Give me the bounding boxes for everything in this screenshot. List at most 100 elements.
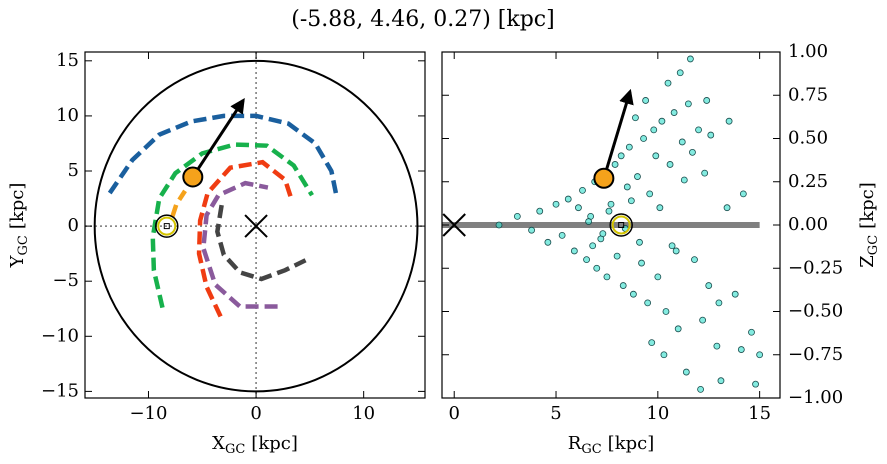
star-marker: [593, 167, 615, 189]
star-point: [640, 135, 647, 142]
star-point: [619, 282, 627, 289]
star-point: [725, 117, 733, 125]
star-point: [682, 368, 690, 376]
star-point: [495, 221, 503, 229]
spiral-arm: [215, 204, 307, 282]
x-tick-label: 10: [352, 403, 375, 424]
sun-marker: [609, 213, 633, 237]
star-point: [623, 183, 631, 191]
star-point: [748, 328, 755, 336]
y-tick-label: −10: [41, 325, 79, 346]
star-point: [650, 126, 658, 134]
star-point: [678, 138, 686, 146]
star-point: [605, 207, 613, 215]
star-point: [680, 176, 688, 184]
star-point: [756, 351, 764, 359]
y2-tick-label: 0.00: [788, 214, 828, 235]
star-point: [703, 97, 711, 104]
star-point: [564, 195, 572, 203]
star-point: [632, 114, 639, 122]
star-point: [739, 190, 747, 198]
star-point: [699, 316, 707, 324]
y2-tick-label: 0.75: [788, 84, 828, 105]
star-point: [552, 200, 560, 208]
star-point: [705, 282, 713, 289]
y2-tick-label: −0.50: [788, 301, 843, 322]
star-point: [644, 299, 652, 307]
star-point: [731, 290, 739, 298]
plot-area: [442, 55, 764, 393]
y2-tick-label: −0.75: [788, 344, 843, 365]
star-point: [583, 256, 590, 264]
x-axis-label-unit: [kpc]: [251, 433, 298, 454]
star-point: [715, 299, 723, 307]
star-point: [666, 161, 674, 168]
y-tick-label: 10: [56, 105, 79, 126]
y2-tick-label: 0.50: [788, 128, 828, 149]
star-point: [617, 152, 625, 160]
spiral-arm: [150, 142, 314, 309]
star-point: [607, 200, 615, 208]
star-point: [536, 207, 544, 215]
star-point: [611, 161, 619, 168]
y-axis-label-sub: GC: [16, 235, 31, 255]
star-point: [713, 342, 721, 350]
star-point: [579, 186, 586, 194]
galactic-center: [244, 214, 268, 238]
x-axis-label-unit: [kpc]: [608, 433, 655, 454]
x-tick-label: 10: [646, 403, 669, 424]
sun-marker: [155, 214, 179, 238]
star-point: [684, 100, 692, 108]
x-axis-label-main: R: [568, 433, 582, 454]
x-axis-label-main: X: [212, 433, 225, 454]
velocity-arrow: [191, 97, 245, 178]
spiral-arm: [170, 189, 187, 218]
sun-ring: [157, 216, 177, 236]
y2-axis-label: ZGC [kpc]: [857, 182, 881, 267]
x-tick-label: 15: [748, 403, 771, 424]
y-axis-label-unit: [kpc]: [7, 183, 28, 230]
star-point: [613, 252, 621, 260]
star-point: [695, 126, 702, 134]
axes-frame: [84, 51, 426, 399]
star-point: [701, 169, 709, 177]
star-point: [664, 79, 672, 87]
star-point: [636, 238, 643, 246]
y2-tick-label: −0.25: [788, 257, 843, 278]
star-point: [575, 204, 582, 212]
y-axis-label-main: Y: [7, 254, 28, 268]
sun-dot: [163, 223, 170, 230]
star-point: [558, 231, 566, 239]
star-point: [689, 148, 696, 156]
sun-ring: [611, 215, 631, 235]
y2-axis-label-sub: GC: [866, 235, 881, 255]
y-tick-label: 5: [68, 160, 79, 181]
galactic-center: [442, 213, 466, 237]
y-tick-label: 15: [56, 50, 79, 71]
star-point: [585, 218, 593, 225]
star-point: [674, 325, 682, 333]
y2-tick-label: 0.25: [788, 171, 828, 192]
velocity-arrow: [602, 88, 634, 179]
star-point: [662, 308, 670, 315]
star-point: [717, 377, 725, 385]
plot-area: [85, 52, 425, 398]
star-point: [670, 109, 678, 116]
star-point: [513, 212, 521, 220]
spiral-arm: [196, 159, 294, 318]
star-point: [707, 131, 715, 139]
spiral-arm: [201, 180, 278, 309]
x-axis-label: XGC [kpc]: [212, 433, 298, 457]
y2-axis-label-main: Z: [857, 255, 878, 268]
y-tick-label: −15: [41, 380, 79, 401]
star-point: [652, 152, 660, 160]
star-point: [589, 242, 597, 250]
y2-tick-label: −1.00: [788, 387, 843, 408]
star-point: [672, 247, 680, 255]
star-marker: [182, 166, 204, 188]
star-point: [638, 259, 645, 267]
x-tick-label: 0: [250, 403, 261, 424]
star-point: [629, 290, 637, 298]
figure-title: (-5.88, 4.46, 0.27) [kpc]: [291, 7, 554, 32]
star-point: [646, 190, 654, 198]
